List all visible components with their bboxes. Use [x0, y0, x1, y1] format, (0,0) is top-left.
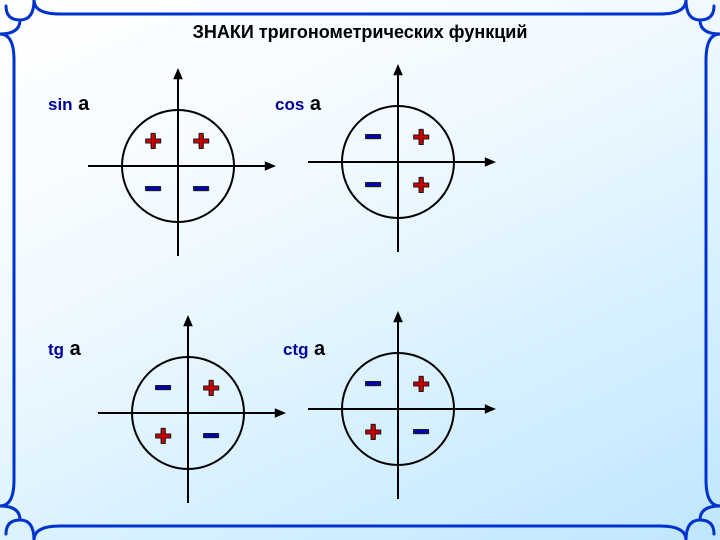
- label-tg-fn: tg: [48, 340, 64, 359]
- quadrant-sign: −: [145, 175, 161, 203]
- label-tg-arg: a: [64, 338, 81, 360]
- quadrant-sign: +: [413, 370, 429, 398]
- quadrant-sign: −: [193, 175, 209, 203]
- label-sin-fn: sin: [48, 95, 73, 114]
- quadrant-sign: +: [193, 127, 209, 155]
- unit-circle-icon: [300, 64, 496, 260]
- quadrant-sign: +: [203, 374, 219, 402]
- quadrant-sign: −: [365, 171, 381, 199]
- chart-cos: + − − +: [300, 64, 496, 260]
- quadrant-sign: +: [413, 123, 429, 151]
- quadrant-sign: +: [413, 171, 429, 199]
- quadrant-sign: −: [365, 370, 381, 398]
- unit-circle-icon: [300, 311, 496, 507]
- quadrant-sign: −: [203, 422, 219, 450]
- quadrant-sign: +: [145, 127, 161, 155]
- unit-circle-icon: [80, 68, 276, 264]
- chart-sin: + + − −: [80, 68, 276, 264]
- quadrant-sign: −: [365, 123, 381, 151]
- unit-circle-icon: [90, 315, 286, 511]
- quadrant-sign: −: [155, 374, 171, 402]
- quadrant-sign: −: [413, 418, 429, 446]
- quadrant-sign: +: [365, 418, 381, 446]
- page-title: ЗНАКИ тригонометрических функций: [0, 22, 720, 43]
- quadrant-sign: +: [155, 422, 171, 450]
- label-tg: tg a: [48, 338, 81, 361]
- chart-ctg: + − + −: [300, 311, 496, 507]
- chart-tg: + − + −: [90, 315, 286, 511]
